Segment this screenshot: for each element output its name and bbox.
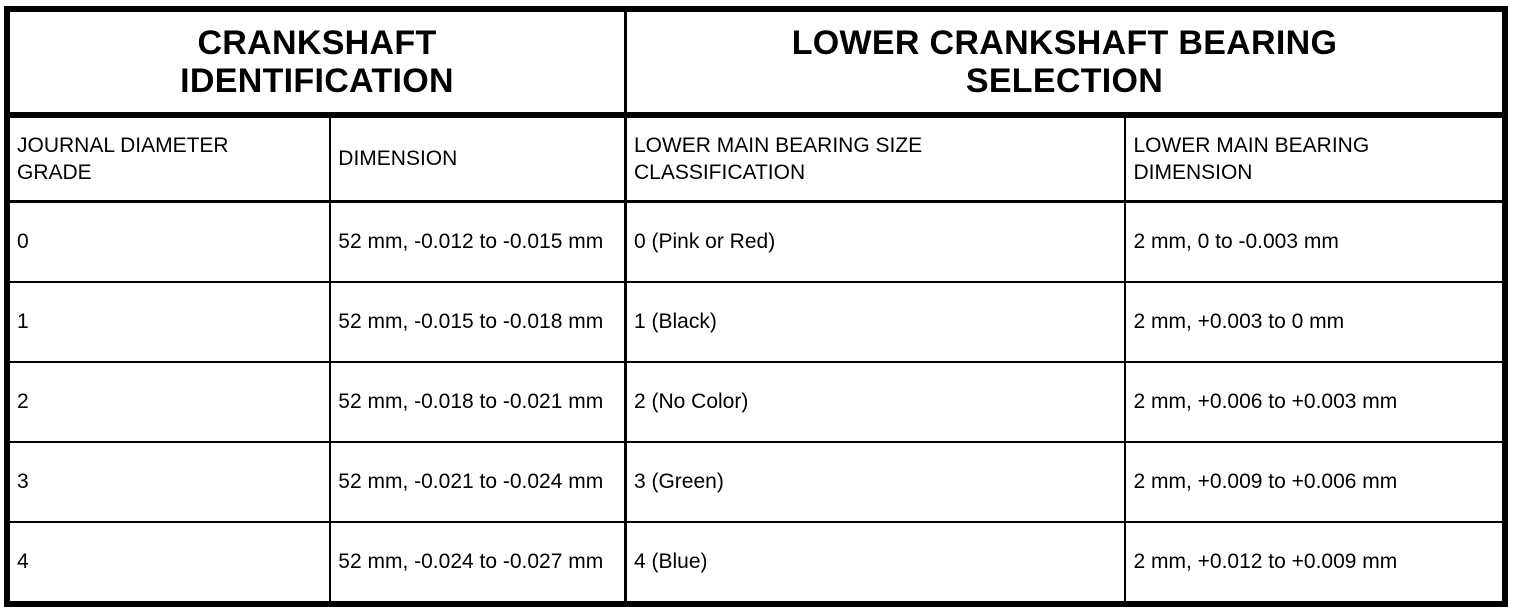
crankshaft-bearing-spec-table: CRANKSHAFT IDENTIFICATION LOWER CRANKSHA… [4, 6, 1508, 607]
title-lower-crankshaft-bearing-selection: LOWER CRANKSHAFT BEARING SELECTION [624, 8, 1506, 118]
column-header-lower-main-bearing-size-classification-line2: CLASSIFICATION [633, 161, 806, 184]
table-row: 3 52 mm, -0.021 to -0.024 mm 3 (Green) 2… [5, 441, 1506, 523]
cell-bearing-classification: 1 (Black) [623, 281, 1127, 363]
cell-bearing-dimension: 2 mm, +0.012 to +0.009 mm [1124, 521, 1506, 605]
page-root: CRANKSHAFT IDENTIFICATION LOWER CRANKSHA… [4, 6, 1508, 607]
table-row: 4 52 mm, -0.024 to -0.027 mm 4 (Blue) 2 … [5, 521, 1506, 605]
cell-bearing-dimension: 2 mm, +0.009 to +0.006 mm [1124, 441, 1506, 523]
cell-journal-grade: 4 [5, 521, 332, 605]
table-row: 0 52 mm, -0.012 to -0.015 mm 0 (Pink or … [5, 200, 1506, 283]
title-lower-crankshaft-bearing-selection-line1: LOWER CRANKSHAFT BEARING [791, 23, 1338, 62]
column-header-lower-main-bearing-size-classification: LOWER MAIN BEARING SIZE CLASSIFICATION [623, 114, 1127, 203]
cell-bearing-classification: 4 (Blue) [623, 521, 1127, 605]
column-header-lower-main-bearing-dimension-line2: DIMENSION [1133, 161, 1253, 184]
title-lower-crankshaft-bearing-selection-line2: SELECTION [965, 62, 1164, 100]
column-header-lower-main-bearing-dimension-line1: LOWER MAIN BEARING [1133, 133, 1370, 157]
column-header-journal-diameter-grade: JOURNAL DIAMETER GRADE [5, 114, 332, 203]
table-title-row: CRANKSHAFT IDENTIFICATION LOWER CRANKSHA… [5, 8, 1506, 118]
cell-bearing-classification: 0 (Pink or Red) [623, 200, 1127, 283]
table-row: 2 52 mm, -0.018 to -0.021 mm 2 (No Color… [5, 361, 1506, 443]
column-header-lower-main-bearing-dimension: LOWER MAIN BEARING DIMENSION [1124, 114, 1506, 203]
column-header-row: JOURNAL DIAMETER GRADE DIMENSION LOWER M… [5, 114, 1506, 203]
cell-bearing-dimension: 2 mm, 0 to -0.003 mm [1124, 200, 1506, 283]
cell-journal-grade: 1 [5, 281, 332, 363]
cell-journal-dimension: 52 mm, -0.021 to -0.024 mm [329, 441, 627, 523]
column-header-lower-main-bearing-size-classification-line1: LOWER MAIN BEARING SIZE [633, 133, 923, 157]
table-row: 1 52 mm, -0.015 to -0.018 mm 1 (Black) 2… [5, 281, 1506, 363]
column-header-dimension: DIMENSION [329, 114, 627, 203]
cell-journal-dimension: 52 mm, -0.015 to -0.018 mm [329, 281, 627, 363]
title-crankshaft-identification-line1: CRANKSHAFT [197, 23, 437, 62]
title-crankshaft-identification: CRANKSHAFT IDENTIFICATION [5, 8, 627, 118]
title-crankshaft-identification-line2: IDENTIFICATION [180, 62, 454, 100]
cell-bearing-dimension: 2 mm, +0.003 to 0 mm [1124, 281, 1506, 363]
cell-bearing-classification: 3 (Green) [623, 441, 1127, 523]
cell-journal-grade: 2 [5, 361, 332, 443]
cell-journal-dimension: 52 mm, -0.024 to -0.027 mm [329, 521, 627, 605]
column-header-journal-diameter-grade-line2: GRADE [17, 161, 92, 184]
column-header-dimension-line1: DIMENSION [338, 147, 458, 171]
cell-bearing-dimension: 2 mm, +0.006 to +0.003 mm [1124, 361, 1506, 443]
cell-journal-grade: 3 [5, 441, 332, 523]
cell-bearing-classification: 2 (No Color) [623, 361, 1127, 443]
cell-journal-dimension: 52 mm, -0.018 to -0.021 mm [329, 361, 627, 443]
cell-journal-grade: 0 [5, 200, 332, 283]
column-header-journal-diameter-grade-line1: JOURNAL DIAMETER [17, 133, 229, 157]
cell-journal-dimension: 52 mm, -0.012 to -0.015 mm [329, 200, 627, 283]
